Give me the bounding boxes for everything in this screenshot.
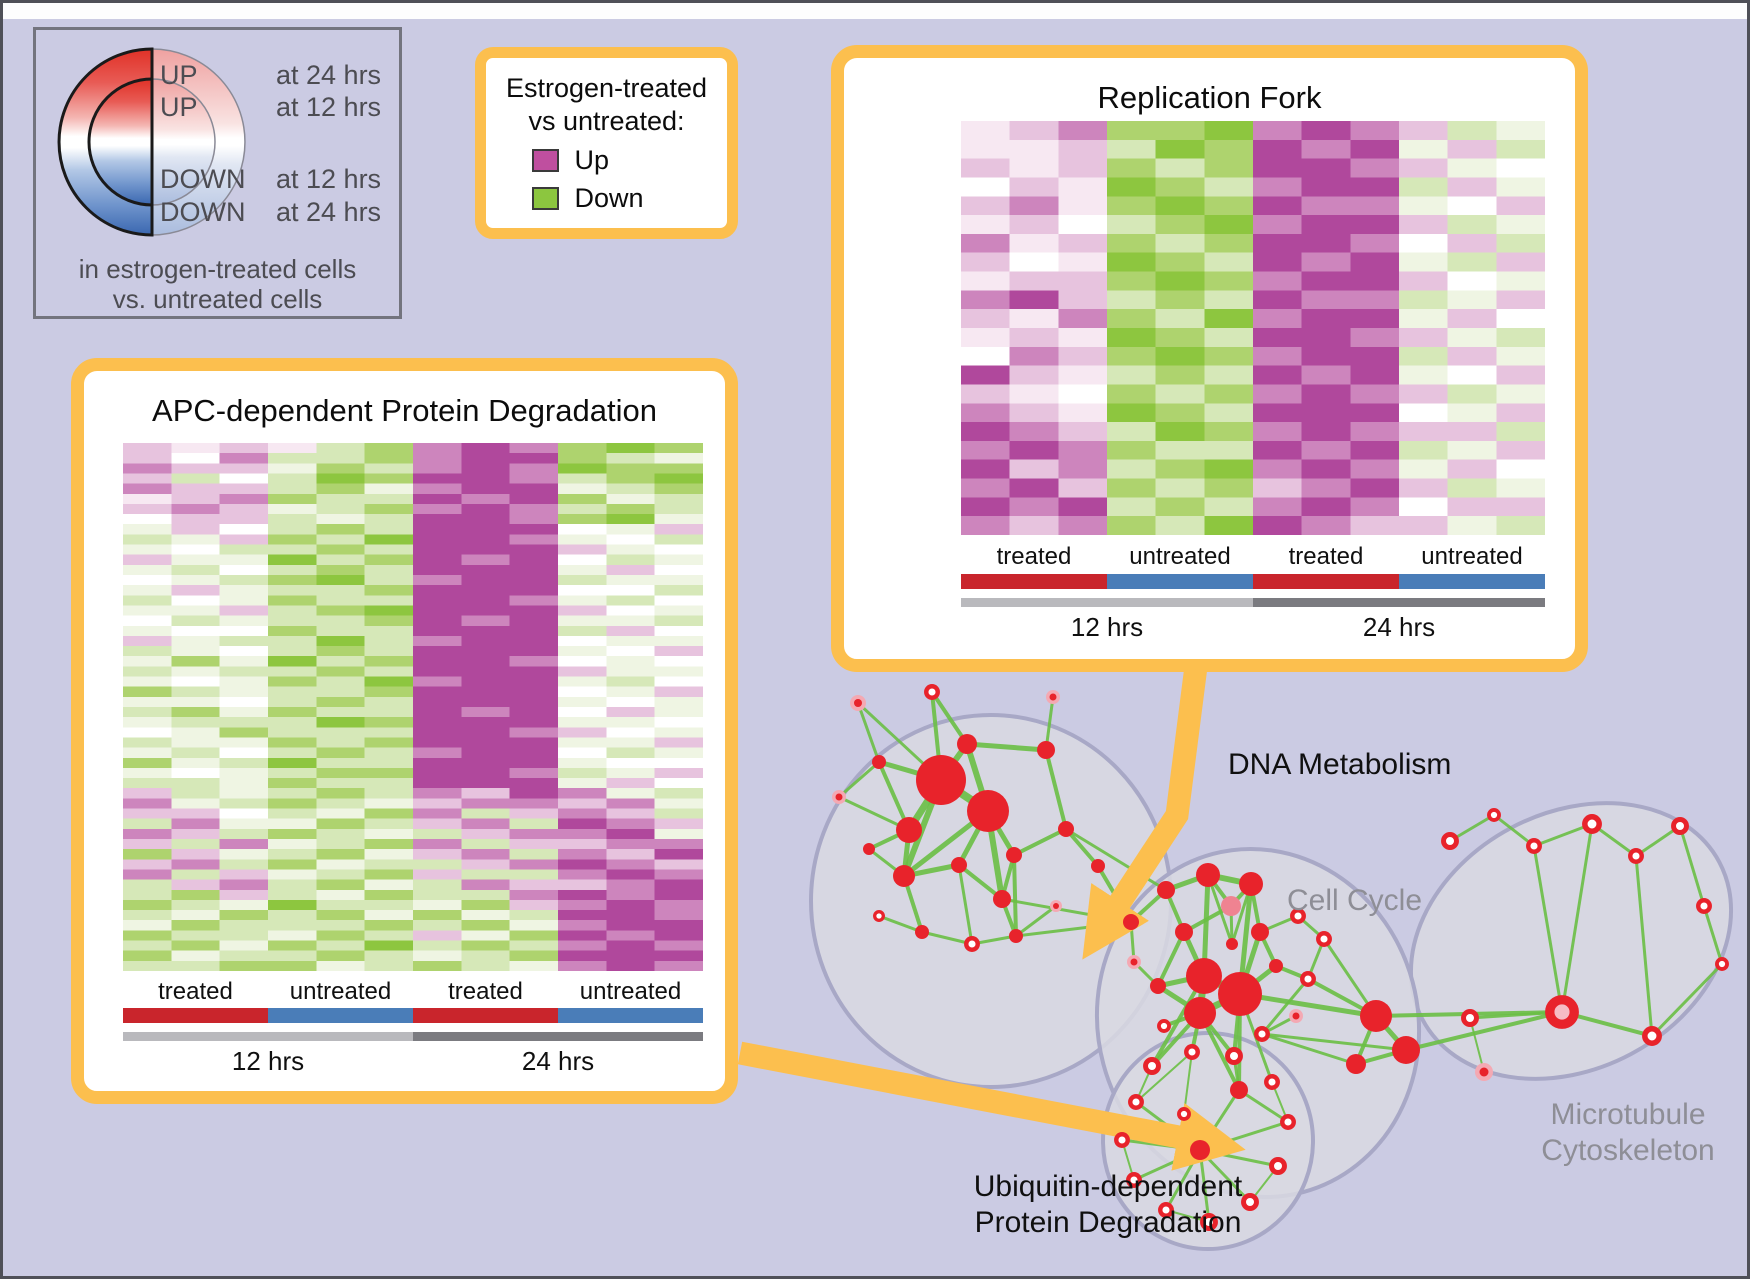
- cluster-label-microtubule-cytoskeleton: Microtubule Cytoskeleton: [1498, 1097, 1747, 1169]
- panel-title: APC-dependent Protein Degradation: [152, 393, 657, 428]
- down-label: Down: [574, 183, 644, 213]
- microtubule-label-line1: Microtubule: [1550, 1098, 1706, 1131]
- 12hrs-bar: [961, 598, 1253, 607]
- untreated-bar: [1399, 574, 1545, 589]
- updown-rings-graphic: [57, 47, 246, 237]
- treated-bar: [1253, 574, 1399, 589]
- up-swatch: [531, 149, 559, 172]
- column-group-label: untreated: [579, 978, 682, 1005]
- column-group-label: untreated: [289, 978, 392, 1005]
- updown-dir-label: UP: [160, 60, 198, 90]
- updown-time-label: at 24 hrs: [276, 60, 382, 90]
- untreated-bar: [268, 1008, 413, 1023]
- time-label-12hrs: 12 hrs: [1070, 612, 1144, 642]
- replication-fork-panel: Replication Fork treated untreated treat…: [831, 45, 1588, 672]
- inner-ring-right-half: [151, 78, 216, 206]
- legend-row-down: Down: [531, 183, 682, 214]
- apc-degradation-panel: APC-dependent Protein Degradation treate…: [71, 358, 738, 1104]
- updown-time-label: at 12 hrs: [276, 92, 382, 122]
- updown-dir-label: UP: [160, 92, 198, 122]
- cluster-label-cell-cycle: Cell Cycle: [1287, 884, 1423, 917]
- top-margin-strip: [3, 3, 1747, 19]
- updown-footer-line1: in estrogen-treated cells: [78, 254, 357, 284]
- column-group-label: treated: [158, 978, 233, 1005]
- 24hrs-bar: [413, 1032, 703, 1041]
- estrogen-color-legend: Estrogen-treated vs untreated: Up Down: [475, 47, 738, 239]
- updown-ring-legend: UP at 24 hrs UP at 12 hrs DOWN at 12 hrs…: [33, 27, 402, 319]
- legend-row-up: Up: [531, 145, 682, 176]
- up-label: Up: [574, 145, 610, 175]
- column-group-label: untreated: [1129, 543, 1231, 570]
- column-group-label: untreated: [1421, 543, 1523, 570]
- time-label-24hrs: 24 hrs: [1362, 612, 1436, 642]
- 24hrs-bar: [1253, 598, 1545, 607]
- microtubule-label-line2: Cytoskeleton: [1541, 1134, 1715, 1167]
- untreated-bar: [1107, 574, 1253, 589]
- column-group-label: treated: [448, 978, 523, 1005]
- updown-dir-label: DOWN: [160, 164, 246, 194]
- column-group-label: treated: [1288, 543, 1364, 570]
- updown-footer-line2: vs. untreated cells: [112, 284, 323, 314]
- legend-title-line2: vs untreated:: [528, 106, 685, 136]
- network-diagram: [737, 641, 1734, 1251]
- panel-title: Replication Fork: [1097, 80, 1322, 115]
- inner-ring-left-half: [87, 77, 154, 207]
- cluster-label-dna-metabolism: DNA Metabolism: [1228, 748, 1452, 781]
- cluster-label-ubiquitin-degradation: Ubiquitin-dependent Protein Degradation: [948, 1169, 1268, 1241]
- apc-heatmap: [123, 443, 703, 971]
- down-swatch: [531, 187, 559, 210]
- column-group-label: treated: [996, 543, 1072, 570]
- replication-fork-heatmap: [961, 121, 1545, 535]
- ubiquitin-label-line2: Protein Degradation: [974, 1206, 1242, 1239]
- 12hrs-bar: [123, 1032, 413, 1041]
- time-label-24hrs: 24 hrs: [521, 1046, 595, 1076]
- ubiquitin-label-line1: Ubiquitin-dependent: [973, 1170, 1243, 1203]
- updown-time-label: at 24 hrs: [276, 197, 382, 227]
- treated-bar: [413, 1008, 558, 1023]
- updown-dir-label: DOWN: [160, 197, 246, 227]
- treated-bar: [961, 574, 1107, 589]
- updown-time-label: at 12 hrs: [276, 164, 382, 194]
- untreated-bar: [558, 1008, 703, 1023]
- treated-bar: [123, 1008, 268, 1023]
- legend-title-line1: Estrogen-treated: [505, 73, 708, 103]
- time-label-12hrs: 12 hrs: [231, 1046, 305, 1076]
